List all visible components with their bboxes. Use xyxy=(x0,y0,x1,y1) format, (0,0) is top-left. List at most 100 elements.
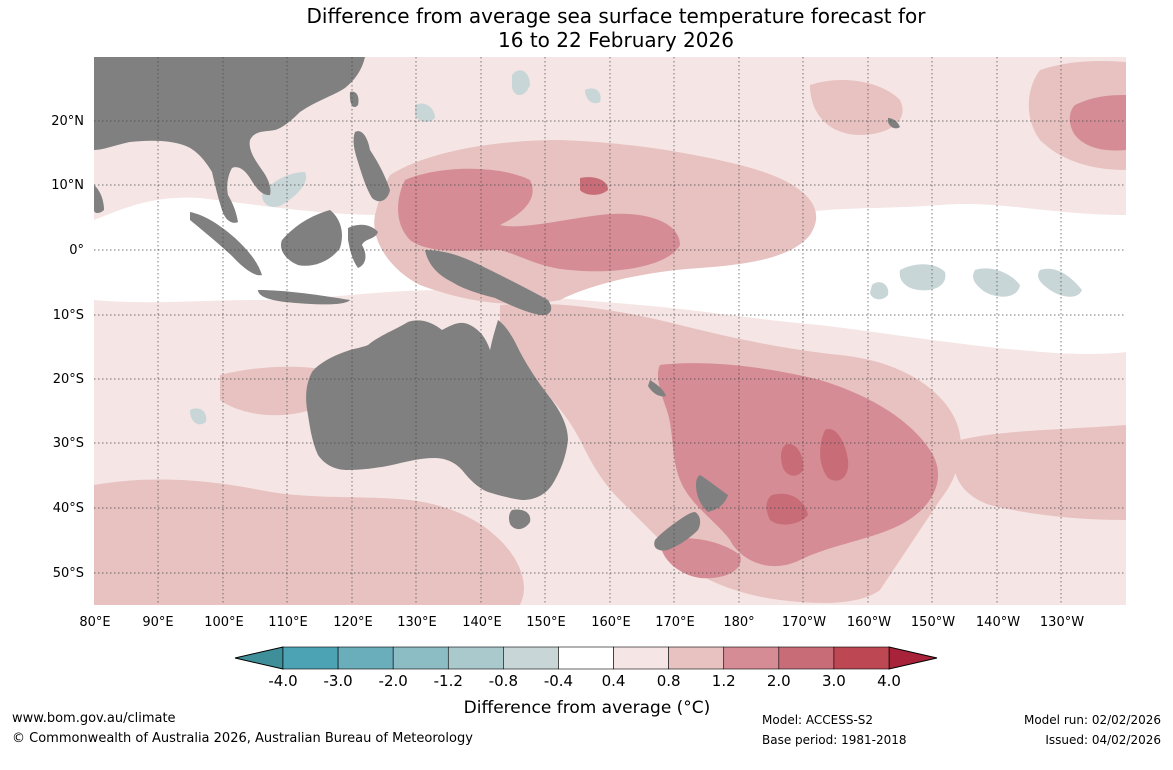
colorbar-tick-label: -0.8 xyxy=(489,672,518,690)
lon-label: 90°E xyxy=(142,615,173,630)
lon-label: 130°W xyxy=(1040,615,1084,630)
lon-label: 100°E xyxy=(204,615,244,630)
lon-label: 170°E xyxy=(655,615,695,630)
zone-far-southeast xyxy=(954,425,1126,520)
footer-base-period: Base period: 1981-2018 xyxy=(762,733,907,747)
zone-south-blob xyxy=(660,538,741,579)
cool-patch-equatorial-2 xyxy=(899,264,946,291)
lon-label: 110°E xyxy=(268,615,308,630)
colorbar-segment xyxy=(668,646,725,670)
landmass-sulawesi xyxy=(348,224,378,268)
colorbar-segment xyxy=(282,646,339,670)
latitude-labels: 20°N 10°N 0° 10°S 20°S 30°S 40°S 50°S xyxy=(51,114,84,581)
colorbar-tick-label: 2.0 xyxy=(767,672,791,690)
landmass-india-tip xyxy=(94,185,104,213)
lon-label: 160°E xyxy=(591,615,631,630)
landmass-java xyxy=(258,290,350,305)
colorbar-segment xyxy=(558,646,614,670)
lon-label: 120°E xyxy=(333,615,373,630)
colorbar-tick-label: -4.0 xyxy=(268,672,297,690)
zone-core-d xyxy=(580,177,608,195)
colorbar-tick-label: -1.2 xyxy=(434,672,463,690)
landmass-new-zealand-south xyxy=(654,512,701,551)
graticule-lines xyxy=(94,57,1126,605)
landmass-taiwan xyxy=(349,91,359,108)
landmass-new-caledonia xyxy=(648,380,666,397)
map-title: Difference from average sea surface temp… xyxy=(0,4,1173,52)
lat-label: 10°N xyxy=(51,178,84,193)
colorbar-segment xyxy=(723,646,780,670)
lat-label: 20°N xyxy=(51,114,84,129)
colorbar-tick-label: -2.0 xyxy=(379,672,408,690)
footer-model: Model: ACCESS-S2 xyxy=(762,713,874,727)
lat-label: 10°S xyxy=(53,308,84,323)
cool-patch-north-3 xyxy=(585,88,601,104)
land-masses xyxy=(94,57,900,551)
colorbar-tick-label: 4.0 xyxy=(877,672,901,690)
lat-label: 50°S xyxy=(53,566,84,581)
footer-issued: Issued: 04/02/2026 xyxy=(1045,733,1161,747)
colorbar-segment xyxy=(447,646,504,670)
landmass-philippines xyxy=(353,131,390,202)
zone-northeast-strong xyxy=(1069,95,1126,151)
lat-label: 0° xyxy=(69,243,84,258)
colorbar-label: Difference from average (°C) xyxy=(463,698,711,718)
colorbar-segment xyxy=(613,646,669,670)
colorbar-segment xyxy=(337,646,394,670)
colorbar-tick-label: 3.0 xyxy=(822,672,846,690)
cool-patch-equatorial-3 xyxy=(973,268,1020,297)
lon-label: 140°E xyxy=(462,615,502,630)
lat-label: 20°S xyxy=(53,372,84,387)
landmass-new-zealand-north xyxy=(696,475,728,512)
cool-patch-equatorial-4 xyxy=(1038,268,1082,297)
map-title-line2: 16 to 22 February 2026 xyxy=(498,28,734,52)
lon-label: 180° xyxy=(723,615,754,630)
cool-patch-equatorial-1 xyxy=(870,282,889,300)
colorbar-tick-label: 0.8 xyxy=(657,672,681,690)
lon-label: 80°E xyxy=(79,615,110,630)
lon-label: 150°E xyxy=(526,615,566,630)
lon-label: 130°E xyxy=(397,615,437,630)
colorbar-tick-label: -3.0 xyxy=(323,672,352,690)
map-title-line1: Difference from average sea surface temp… xyxy=(306,4,926,28)
anomaly-zones-stronger-warm xyxy=(580,177,849,525)
cool-patch-north-2 xyxy=(512,70,530,96)
landmass-new-guinea xyxy=(425,250,552,316)
colorbar-tick-label: 1.2 xyxy=(712,672,736,690)
landmass-hawaii xyxy=(888,118,900,129)
colorbar-segment xyxy=(392,646,449,670)
cool-patch-north-1 xyxy=(415,103,435,122)
colorbar-tick-label: -0.4 xyxy=(544,672,573,690)
cool-patch-indian xyxy=(190,408,207,425)
lon-label: 170°W xyxy=(782,615,826,630)
colorbar-high-extend xyxy=(888,646,938,670)
cool-patch-south-china-sea xyxy=(262,172,307,207)
colorbar-low-extend xyxy=(234,646,284,670)
colorbar-segment xyxy=(778,646,835,670)
landmass-borneo xyxy=(280,210,342,266)
zone-core-b xyxy=(780,444,804,476)
lon-label: 160°W xyxy=(847,615,891,630)
colorbar-segment xyxy=(833,646,890,670)
colorbar-segment xyxy=(503,646,559,670)
landmass-asia xyxy=(94,57,365,223)
lat-label: 30°S xyxy=(53,436,84,451)
zone-south-indian xyxy=(94,479,524,605)
footer-url[interactable]: www.bom.gov.au/climate xyxy=(12,711,176,726)
landmass-sumatra xyxy=(190,212,262,276)
footer-model-run: Model run: 02/02/2026 xyxy=(1023,713,1161,727)
zone-core-c xyxy=(766,493,808,525)
landmass-tasmania xyxy=(508,509,531,530)
anomaly-zones-cool xyxy=(190,70,1082,425)
zone-warm-pool xyxy=(398,168,680,272)
longitude-labels: 80°E 90°E 100°E 110°E 120°E 130°E 140°E … xyxy=(79,615,1084,630)
colorbar: -4.0 -3.0 -2.0 -1.2 -0.8 -0.4 0.4 0.8 1.2 2.0 3.0 4… xyxy=(234,646,938,690)
colorbar-tick-label: 0.4 xyxy=(602,672,626,690)
zone-core-a xyxy=(820,429,849,481)
lon-label: 140°W xyxy=(976,615,1020,630)
landmass-australia xyxy=(306,320,568,500)
zone-west-australia xyxy=(220,366,334,416)
footer-copyright: © Commonwealth of Australia 2026, Austra… xyxy=(12,731,473,746)
lat-label: 40°S xyxy=(53,501,84,516)
